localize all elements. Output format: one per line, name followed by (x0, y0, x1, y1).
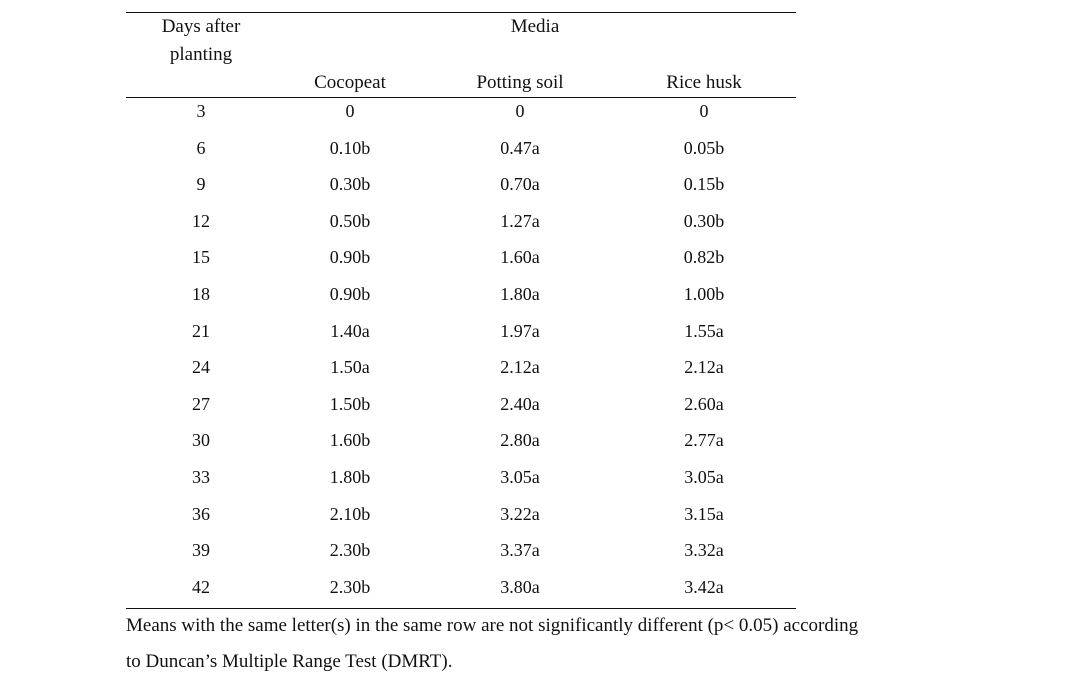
cell-cocopeat: 1.50b (329, 394, 371, 414)
bottom-rule (126, 608, 796, 609)
cell-rice-husk: 1.55a (684, 321, 724, 341)
cell-day: 12 (192, 211, 210, 231)
header-rule (126, 97, 796, 98)
cell-cocopeat: 2.10b (329, 504, 371, 524)
cell-rice-husk: 3.15a (684, 504, 724, 524)
cell-day: 18 (192, 284, 210, 304)
cell-cocopeat: 2.30b (329, 577, 371, 597)
cell-rice-husk: 2.60a (684, 394, 724, 414)
cell-cocopeat: 0.50b (329, 211, 371, 231)
cell-potting-soil: 0 (515, 101, 525, 121)
cell-cocopeat: 2.30b (329, 540, 371, 560)
cell-potting-soil: 2.12a (500, 357, 540, 377)
cell-day: 21 (192, 321, 210, 341)
header-cocopeat: Cocopeat (314, 72, 386, 93)
cell-cocopeat: 0.30b (329, 174, 371, 194)
cell-rice-husk: 3.42a (684, 577, 724, 597)
cell-cocopeat: 0 (345, 101, 355, 121)
cell-rice-husk: 0.05b (683, 138, 725, 158)
cell-cocopeat: 1.40a (330, 321, 370, 341)
cell-cocopeat: 0.10b (329, 138, 371, 158)
header-potting-soil: Potting soil (476, 72, 564, 93)
cell-potting-soil: 0.70a (500, 174, 540, 194)
cell-day: 9 (196, 174, 206, 194)
cell-cocopeat: 0.90b (329, 247, 371, 267)
cell-day: 3 (196, 101, 206, 121)
cell-potting-soil: 2.40a (500, 394, 540, 414)
cell-cocopeat: 0.90b (329, 284, 371, 304)
cell-day: 39 (192, 540, 210, 560)
cell-day: 6 (196, 138, 206, 158)
cell-rice-husk: 1.00b (683, 284, 725, 304)
cell-rice-husk: 0 (699, 101, 709, 121)
cell-day: 33 (192, 467, 210, 487)
cell-rice-husk: 2.12a (684, 357, 724, 377)
footnote-line-1: Means with the same letter(s) in the sam… (126, 615, 859, 636)
top-rule (126, 12, 796, 13)
header-rice-husk: Rice husk (666, 72, 742, 93)
cell-potting-soil: 1.80a (500, 284, 540, 304)
header-days-line2: planting (169, 44, 233, 65)
footnote-line-2: to Duncan’s Multiple Range Test (DMRT). (126, 651, 453, 672)
cell-day: 36 (192, 504, 210, 524)
cell-potting-soil: 3.22a (500, 504, 540, 524)
cell-cocopeat: 1.50a (330, 357, 370, 377)
header-days-line1: Days after (161, 16, 241, 37)
cell-potting-soil: 3.05a (500, 467, 540, 487)
cell-cocopeat: 1.80b (329, 467, 371, 487)
cell-potting-soil: 1.97a (500, 321, 540, 341)
cell-rice-husk: 0.82b (683, 247, 725, 267)
header-media: Media (510, 16, 560, 37)
cell-rice-husk: 3.32a (684, 540, 724, 560)
cell-rice-husk: 2.77a (684, 430, 724, 450)
cell-rice-husk: 0.15b (683, 174, 725, 194)
cell-day: 15 (192, 247, 210, 267)
cell-potting-soil: 2.80a (500, 430, 540, 450)
cell-day: 24 (192, 357, 210, 377)
cell-potting-soil: 0.47a (500, 138, 540, 158)
cell-potting-soil: 3.80a (500, 577, 540, 597)
cell-potting-soil: 1.27a (500, 211, 540, 231)
cell-potting-soil: 1.60a (500, 247, 540, 267)
cell-rice-husk: 0.30b (683, 211, 725, 231)
cell-cocopeat: 1.60b (329, 430, 371, 450)
cell-potting-soil: 3.37a (500, 540, 540, 560)
cell-day: 30 (192, 430, 210, 450)
cell-day: 42 (192, 577, 210, 597)
cell-rice-husk: 3.05a (684, 467, 724, 487)
cell-day: 27 (192, 394, 210, 414)
